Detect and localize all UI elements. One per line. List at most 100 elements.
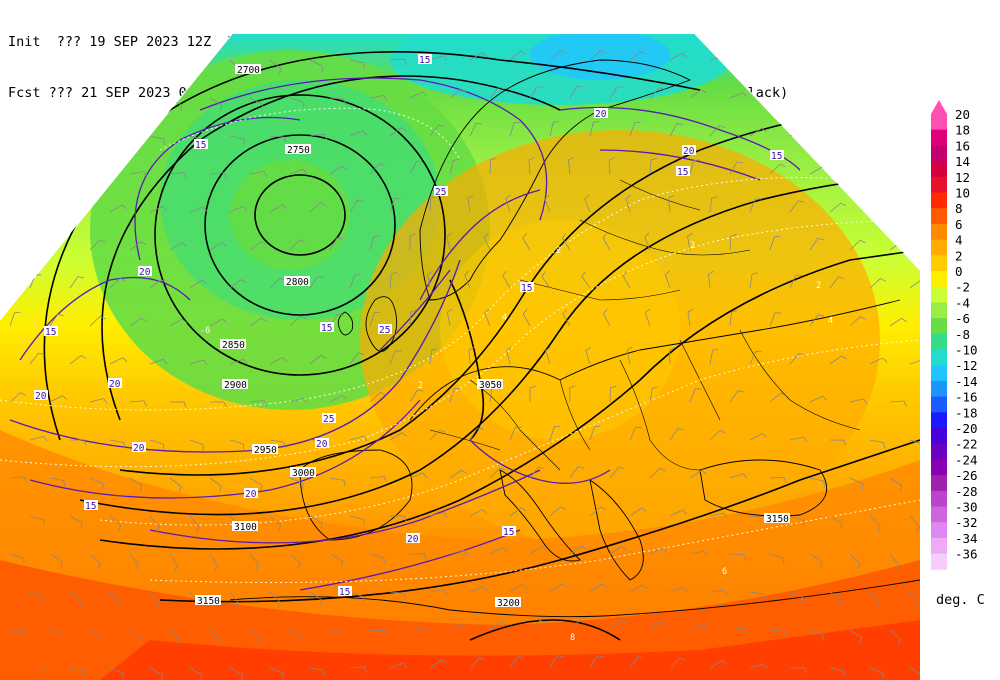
wind-barb [189,667,203,680]
wind-barb [569,85,584,99]
wind-barb [709,125,726,137]
svg-text:2750: 2750 [287,145,310,156]
wind-barb [608,157,615,175]
svg-text:15: 15 [419,55,430,66]
wind-label: 15 [338,586,352,598]
wind-barb [149,515,160,532]
colorbar-swatch [931,475,947,492]
wind-barb [9,629,27,637]
wind-barb [69,591,82,606]
wind-barb [129,317,147,327]
wind-barb [349,352,365,365]
temp-label: 6 [722,567,727,577]
wind-barb [581,271,591,289]
wind-label: 20 [132,442,146,454]
colorbar-tick-label: -6 [955,311,970,326]
wind-barb [649,467,666,479]
wind-barb [709,196,718,213]
svg-text:3000: 3000 [292,468,315,479]
wind-barb [644,308,651,327]
wind-barb [369,476,388,483]
wind-barb [549,506,567,517]
wind-barb [709,512,728,519]
wind-barb [669,427,684,441]
wind-barb [609,620,626,631]
wind-barb [129,241,147,251]
wind-barb [9,476,27,483]
wind-barb [49,395,68,403]
wind-barb [209,97,223,112]
wind-barb [769,163,786,175]
wind-barb [229,591,239,609]
wind-barb [483,232,491,251]
wind-barb [189,515,200,533]
wind-barb [89,168,108,175]
svg-text:20: 20 [595,109,607,120]
svg-text:15: 15 [503,527,514,538]
wind-barb [309,59,324,73]
wind-barb [409,626,428,633]
wind-barb [9,553,25,564]
wind-barb [669,586,688,593]
wind-barb [589,121,600,137]
wind-barb [169,477,182,493]
colorbar-arrow-top [931,100,947,114]
wind-barb [109,204,128,213]
wind-barb [189,359,208,365]
wind-barb [545,346,551,365]
wind-barb [589,49,606,61]
colorbar-swatch [931,223,947,241]
svg-text:3100: 3100 [234,522,257,533]
wind-barb [609,385,617,403]
wind-label: 20 [138,266,152,278]
wind-barb [69,276,84,289]
wind-barb [49,477,66,487]
wind-barb [409,309,417,327]
wind-barb [389,271,398,289]
colorbar-tick-label: 6 [955,217,963,232]
wind-barb [729,553,747,561]
wind-barb [169,172,187,179]
svg-text:20: 20 [139,267,151,278]
wind-barb [829,202,847,213]
wind-barb [829,134,847,141]
svg-text:2950: 2950 [254,445,277,456]
wind-barb [269,357,288,365]
colorbar-tick-label: -2 [955,280,970,295]
wind-barb [289,397,308,404]
wind-barb [689,624,708,631]
wind-barb [809,97,826,106]
colorbar-swatch [931,318,947,335]
colorbar-tick-label: -26 [955,468,978,483]
colorbar-swatch [931,428,947,445]
svg-text:2900: 2900 [224,380,247,391]
wind-barb [569,619,586,631]
wind-label: 20 [108,378,122,390]
wind-barb [889,317,907,327]
wind-barb [909,206,920,213]
wind-barb [589,506,607,517]
wind-barb [687,308,694,327]
wind-barb [505,194,511,213]
colorbar-swatch [931,380,947,398]
wind-barb [429,659,447,669]
wind-barb [689,388,702,403]
temperature-labels: -6 2 2 2 4 4 2 8 6 [200,241,833,643]
wind-barb [229,667,243,680]
wind-barb [469,657,486,669]
wind-barb [409,389,424,403]
colorbar-swatch [931,459,947,476]
colorbar-swatch [931,176,947,193]
wind-barb [689,89,707,99]
wind-barb [329,97,347,105]
wind-barb [49,313,64,327]
colorbar-swatch [931,506,947,523]
wind-barb [669,123,683,137]
wind-barb [129,400,147,407]
wind-barb [209,629,221,646]
wind-label: 25 [434,186,448,198]
wind-barb [829,667,846,677]
wind-barb [349,130,368,137]
wind-barb [429,511,448,518]
colorbar: 20181614121086420-2-4-6-8-10-12-14-16-18… [931,100,978,570]
